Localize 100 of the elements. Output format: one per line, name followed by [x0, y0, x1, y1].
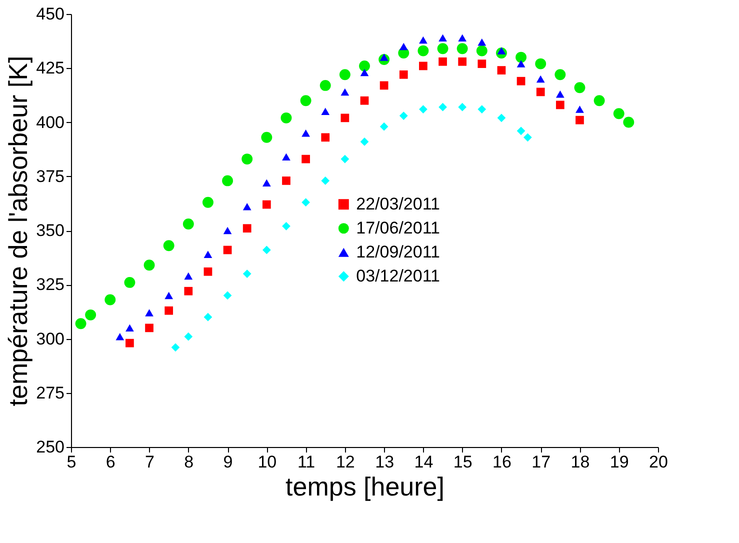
point	[554, 69, 566, 80]
point	[399, 70, 408, 79]
point	[380, 122, 388, 131]
point	[104, 294, 116, 306]
x-tick-label: 5	[66, 452, 76, 472]
y-tick-label: 325	[36, 275, 64, 294]
point	[164, 306, 174, 315]
x-tick-label: 11	[297, 452, 316, 472]
y-tick-label: 400	[36, 112, 64, 132]
point	[536, 88, 545, 96]
point	[360, 96, 369, 105]
point	[340, 154, 350, 164]
y-axis-title: température de l'absorbeur [K]	[3, 56, 34, 406]
point	[497, 66, 506, 74]
legend-label: 17/06/2011	[356, 218, 440, 238]
x-tick-label: 12	[336, 452, 355, 472]
x-tick-label: 20	[649, 452, 668, 472]
point	[75, 318, 86, 330]
point	[261, 132, 272, 143]
x-tick-label: 8	[184, 452, 194, 472]
point	[556, 100, 564, 110]
point	[556, 90, 564, 98]
point	[438, 102, 447, 112]
point	[339, 69, 350, 80]
x-axis-title: temps [heure]	[286, 472, 444, 502]
point	[516, 76, 526, 86]
point	[340, 114, 350, 122]
point	[438, 57, 447, 66]
point	[478, 105, 486, 114]
point	[536, 75, 545, 83]
point	[184, 332, 193, 341]
point	[223, 246, 232, 254]
point	[223, 226, 232, 234]
point	[300, 95, 312, 106]
point	[242, 270, 252, 278]
point	[419, 36, 428, 44]
point	[458, 57, 467, 66]
point	[380, 54, 388, 61]
point	[302, 154, 310, 164]
point	[223, 291, 232, 300]
point	[282, 222, 290, 230]
point	[516, 126, 526, 136]
x-tick-label: 6	[106, 452, 116, 472]
point	[478, 60, 486, 68]
point	[204, 312, 212, 322]
legend-label: 03/12/2011	[356, 266, 440, 286]
legend-label: 12/09/2011	[356, 242, 440, 262]
point	[497, 114, 506, 122]
point	[184, 286, 193, 296]
point	[524, 133, 532, 142]
point	[184, 272, 193, 280]
point	[282, 153, 290, 161]
point	[360, 68, 369, 76]
point	[204, 267, 212, 276]
point	[456, 43, 468, 54]
point	[262, 179, 271, 186]
point	[613, 108, 624, 120]
point	[340, 88, 350, 96]
point	[302, 129, 310, 137]
point	[399, 42, 408, 50]
y-tick-label: 375	[36, 166, 64, 186]
point	[418, 45, 429, 56]
point	[438, 34, 447, 42]
y-tick-label: 300	[36, 329, 64, 348]
point	[360, 138, 369, 146]
point	[478, 38, 486, 46]
x-tick-label: 15	[453, 452, 472, 472]
y-tick-label: 425	[36, 58, 64, 78]
x-tick-label: 19	[610, 452, 629, 472]
point	[124, 276, 136, 288]
point	[437, 43, 448, 54]
point	[458, 102, 467, 112]
point	[126, 338, 134, 348]
point	[242, 203, 252, 210]
point	[242, 224, 252, 233]
point	[380, 81, 388, 90]
point	[321, 133, 330, 142]
point	[282, 176, 290, 185]
point	[163, 240, 174, 252]
point	[222, 175, 234, 186]
point	[280, 112, 292, 124]
point	[623, 116, 634, 128]
point	[535, 58, 546, 70]
legend-label: 22/03/2011	[356, 194, 440, 214]
point	[144, 260, 155, 271]
point	[204, 250, 212, 258]
point	[476, 45, 488, 56]
point	[576, 106, 584, 113]
point	[145, 324, 154, 332]
point	[164, 292, 174, 300]
x-tick-label: 18	[570, 452, 590, 472]
point	[321, 108, 330, 116]
point	[262, 246, 271, 254]
point	[171, 343, 180, 352]
point	[574, 82, 586, 94]
point	[202, 196, 214, 208]
y-tick-label: 275	[36, 383, 64, 402]
point	[242, 154, 253, 165]
x-tick-label: 9	[223, 452, 233, 472]
x-tick-label: 16	[492, 452, 512, 472]
